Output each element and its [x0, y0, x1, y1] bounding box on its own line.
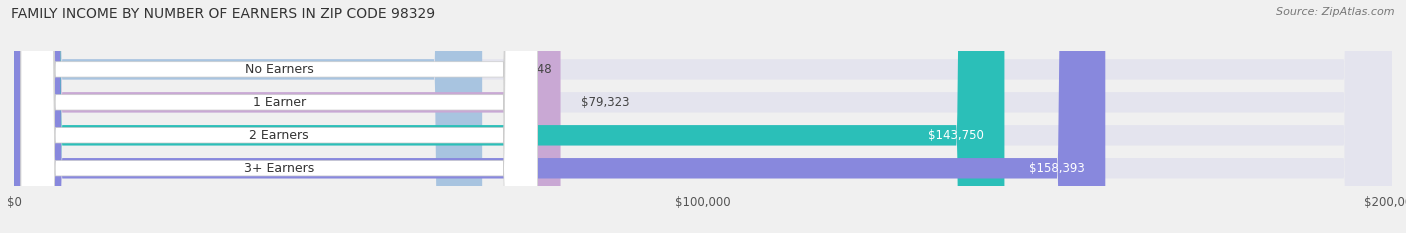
FancyBboxPatch shape	[21, 0, 537, 233]
FancyBboxPatch shape	[14, 0, 1392, 233]
FancyBboxPatch shape	[14, 0, 1392, 233]
Text: 2 Earners: 2 Earners	[249, 129, 309, 142]
Text: $143,750: $143,750	[928, 129, 984, 142]
Text: 3+ Earners: 3+ Earners	[245, 162, 315, 175]
Text: $67,948: $67,948	[503, 63, 551, 76]
FancyBboxPatch shape	[21, 0, 537, 233]
Text: $158,393: $158,393	[1029, 162, 1084, 175]
Text: Source: ZipAtlas.com: Source: ZipAtlas.com	[1277, 7, 1395, 17]
FancyBboxPatch shape	[14, 0, 482, 233]
Text: FAMILY INCOME BY NUMBER OF EARNERS IN ZIP CODE 98329: FAMILY INCOME BY NUMBER OF EARNERS IN ZI…	[11, 7, 436, 21]
Text: 1 Earner: 1 Earner	[253, 96, 307, 109]
FancyBboxPatch shape	[14, 0, 1105, 233]
FancyBboxPatch shape	[21, 0, 537, 233]
Text: $79,323: $79,323	[581, 96, 630, 109]
FancyBboxPatch shape	[14, 0, 561, 233]
FancyBboxPatch shape	[21, 0, 537, 233]
Text: No Earners: No Earners	[245, 63, 314, 76]
FancyBboxPatch shape	[14, 0, 1392, 233]
FancyBboxPatch shape	[14, 0, 1392, 233]
FancyBboxPatch shape	[14, 0, 1004, 233]
